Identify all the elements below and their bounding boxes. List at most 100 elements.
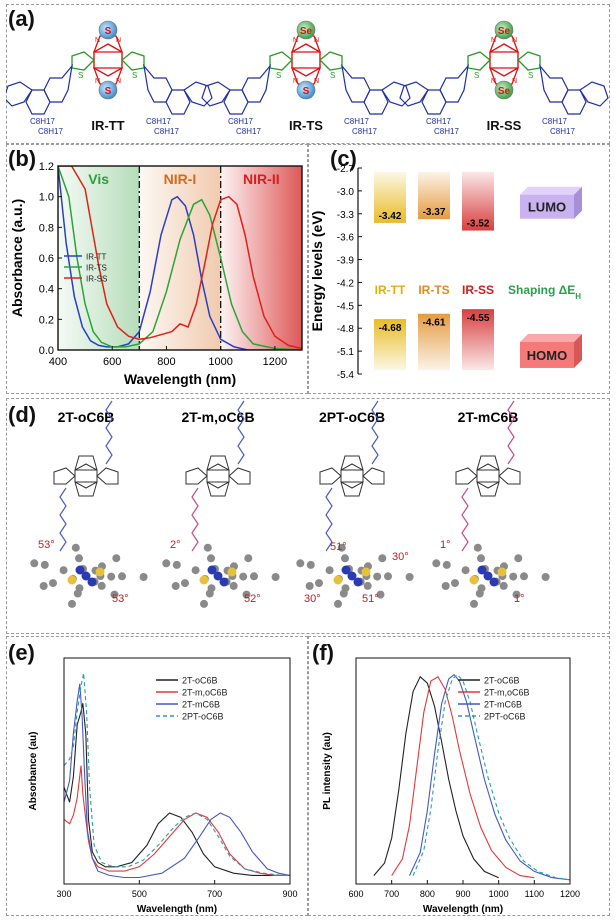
atom-carbon: [112, 554, 121, 563]
y-tick-label: 0.0: [39, 345, 54, 357]
atom-carbon: [71, 543, 80, 552]
lumo-value: -3.52: [467, 219, 490, 230]
y-tick-label: 0.2: [39, 314, 54, 326]
atom-hetero: [95, 567, 105, 577]
legend-label: 2T-oC6B: [182, 676, 218, 686]
lumo-bar: [418, 171, 450, 220]
y-tick-label: -3.0: [337, 187, 355, 198]
lumo-bar: [462, 171, 494, 231]
atom-hetero: [341, 565, 351, 575]
alkyl-label: C8H17: [550, 127, 575, 136]
atom-carbon: [473, 543, 482, 552]
y-tick-label: -4.8: [337, 324, 355, 335]
panel-c-label: (c): [330, 146, 357, 171]
y-axis-label: Absorbance (au): [28, 732, 39, 811]
legend-label: IR-SS: [86, 275, 107, 284]
heteroatom-label: S: [105, 86, 112, 97]
atom-carbon: [512, 590, 521, 599]
y-tick-label: -5.1: [337, 347, 355, 358]
dihedral-angle: 2°: [170, 539, 181, 551]
atom-carbon: [477, 584, 486, 593]
x-tick-label: 700: [207, 889, 222, 899]
atom-carbon: [337, 543, 346, 552]
atom-hetero: [213, 571, 223, 581]
heteroatom-sphere: [296, 80, 316, 100]
molecule-2t-oc6b: 2T-oC6B 53° 53°: [30, 400, 148, 608]
legend-label: 2T-m,oC6B: [182, 688, 228, 698]
heteroatom-sphere: [296, 20, 316, 40]
lumo-box-label: LUMO: [528, 200, 566, 215]
region-label: NIR-I: [164, 171, 197, 187]
panel-a: [6, 4, 610, 144]
y-tick-label: -3.3: [337, 210, 355, 221]
alkyl-label: C8H17: [434, 127, 459, 136]
series-line-2t-mc6b: [64, 683, 290, 879]
atom-carbon: [341, 584, 350, 593]
x-tick-label: 800: [420, 889, 435, 899]
atom-hetero: [87, 577, 97, 587]
atom-carbon: [373, 572, 382, 581]
molecule-name: 2T-oC6B: [58, 409, 115, 425]
panel-f-label: (f): [312, 640, 334, 665]
alkyl-label: C8H17: [154, 127, 179, 136]
x-tick-label: 800: [157, 356, 175, 368]
atom-carbon: [461, 566, 470, 575]
heteroatom-sphere: [494, 80, 514, 100]
y-axis-label: PL intensity (au): [322, 732, 333, 810]
heteroatom-label: Se: [300, 26, 313, 37]
alkyl-label: C8H17: [146, 117, 171, 126]
atom-carbon: [363, 581, 372, 590]
atom-carbon: [378, 554, 387, 563]
atom-carbon: [239, 572, 248, 581]
homo-value: -4.61: [423, 318, 446, 329]
dihedral-angle: 52°: [244, 593, 261, 605]
y-tick-label: -2.7: [337, 164, 355, 175]
atom-hetero: [227, 567, 237, 577]
lumo-bar: [374, 171, 406, 223]
y-axis-label: Energy levels (eV): [309, 211, 325, 332]
molecule-2pt-oc6b: 2PT-oC6B 51° 30° 30° 51°: [296, 400, 414, 608]
molecule-name: IR-TT: [91, 118, 124, 133]
panel-a-structures: NN NN SS SSC8H17C8H17C8H17C8H17IR-TTSeSC…: [6, 20, 609, 136]
core-ring: [476, 463, 500, 489]
atom-carbon: [306, 560, 315, 569]
atom-carbon: [470, 599, 478, 608]
atom-hetero: [353, 577, 363, 587]
atom-carbon: [118, 572, 126, 581]
y-axis-label: Absorbance (a.u.): [9, 199, 25, 317]
lumo-value: -3.42: [379, 211, 402, 222]
chart-c: -2.7 -3.0 -3.3 -3.6 -3.9 -4.2 -4.5 -4.8 -5.1 -5.4…: [309, 164, 582, 381]
homo-box-label: HOMO: [527, 348, 567, 363]
lumo-value: -3.37: [423, 207, 446, 218]
thiadiazole-top: [206, 455, 230, 471]
thiophene-left: [455, 467, 478, 485]
x-tick-label: 1200: [560, 889, 580, 899]
panel-e: [6, 636, 308, 916]
core-ring: [206, 463, 230, 489]
x-tick-label: 1000: [489, 889, 509, 899]
y-tick-label: -4.2: [337, 278, 355, 289]
core-ring: [74, 463, 98, 489]
dihedral-angle: 1°: [440, 539, 451, 551]
legend-label: IR-TS: [86, 264, 107, 273]
atom-carbon: [59, 566, 68, 575]
alkyl-chain: [237, 400, 245, 465]
homo-value: -4.68: [379, 323, 402, 334]
molecule-2t-m-oc6b: 2T-m,oC6B 2° 52°: [162, 400, 280, 608]
x-axis-label: Wavelength (nm): [137, 904, 217, 915]
atom-carbon: [441, 582, 450, 590]
atom-carbon: [49, 579, 57, 588]
y-tick-label: -3.6: [337, 233, 355, 244]
dihedral-angle: 30°: [304, 593, 321, 605]
dihedral-angle: 51°: [362, 593, 379, 605]
atom-hetero: [75, 565, 85, 575]
atom-carbon: [296, 559, 305, 568]
atom-carbon: [334, 599, 342, 608]
atom-carbon: [432, 559, 441, 568]
alkyl-chain: [325, 487, 333, 552]
molecule-2t-mc6b: 2T-mC6B 1° 1°: [432, 400, 550, 608]
region-band: [58, 166, 140, 350]
heteroatom-sphere: [494, 20, 514, 40]
thiophene-right: [498, 467, 521, 485]
